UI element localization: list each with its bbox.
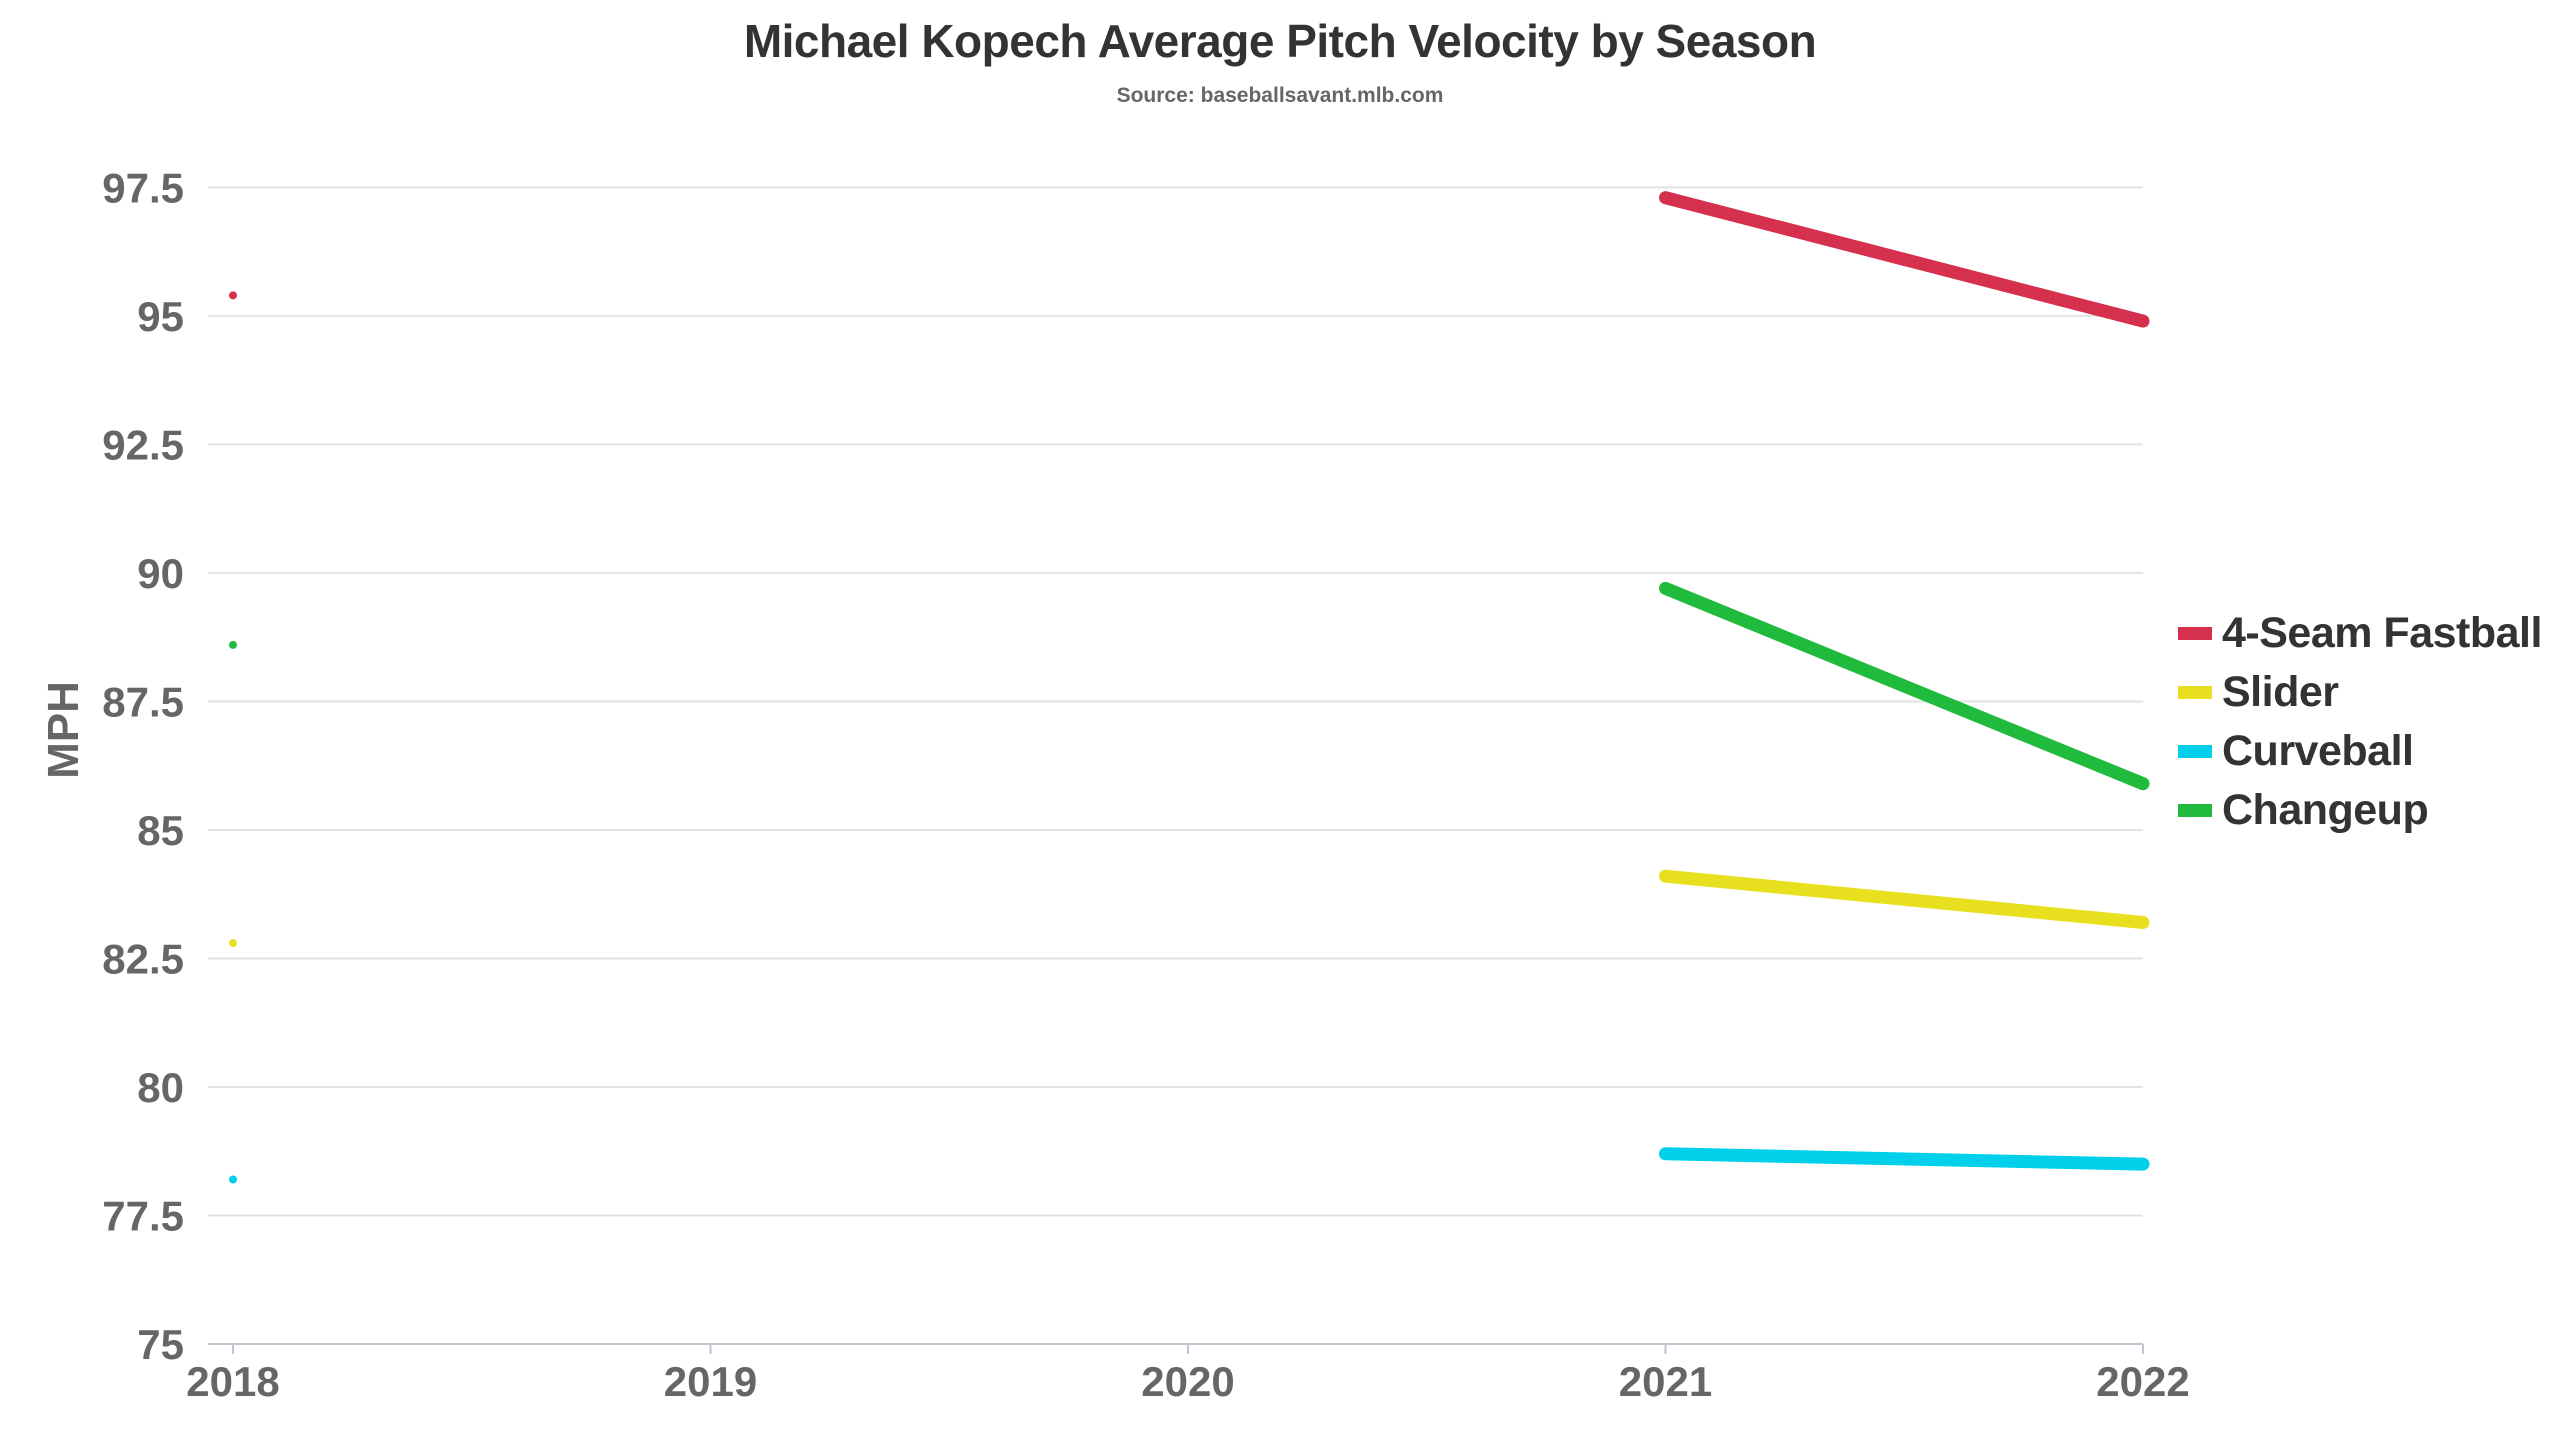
x-tick-label: 2018 [186,1358,279,1405]
y-tick-label: 75 [137,1321,184,1368]
x-tick-label: 2020 [1141,1358,1234,1405]
data-point [229,939,237,948]
data-point [229,291,237,300]
legend-swatch [2178,804,2212,817]
series-line [1659,869,2150,929]
series-line [1659,1147,2150,1171]
x-tick-label: 2021 [1619,1358,1712,1405]
y-tick-label: 80 [137,1064,184,1111]
chart-subtitle: Source: baseballsavant.mlb.com [1116,84,1444,107]
legend-item: Curveball [2178,722,2542,781]
y-tick-label: 92.5 [102,421,184,468]
data-point [229,1175,237,1184]
legend: 4-Seam Fastball Slider Curveball Changeup [2178,604,2542,840]
y-tick-label: 82.5 [102,935,184,982]
y-tick-label: 90 [137,550,184,597]
legend-swatch [2178,745,2212,758]
series-line [1659,581,2150,791]
legend-label: Changeup [2222,786,2429,834]
legend-label: 4-Seam Fastball [2222,609,2542,657]
y-tick-label: 97.5 [102,164,184,211]
legend-swatch [2178,686,2212,699]
y-tick-label: 85 [137,807,184,854]
series-line [1659,191,2150,328]
legend-swatch [2178,627,2212,640]
y-tick-label: 87.5 [102,678,184,725]
y-axis-label: MPH [39,681,88,779]
legend-item: Slider [2178,663,2542,722]
legend-label: Slider [2222,668,2339,716]
y-tick-label: 95 [137,293,184,340]
data-point [229,640,237,649]
legend-item: Changeup [2178,781,2542,840]
x-tick-label: 2019 [664,1358,757,1405]
x-tick-label: 2022 [2096,1358,2189,1405]
legend-item: 4-Seam Fastball [2178,604,2542,663]
legend-label: Curveball [2222,727,2414,775]
y-tick-label: 77.5 [102,1192,184,1239]
chart-title: Michael Kopech Average Pitch Velocity by… [743,15,1817,67]
